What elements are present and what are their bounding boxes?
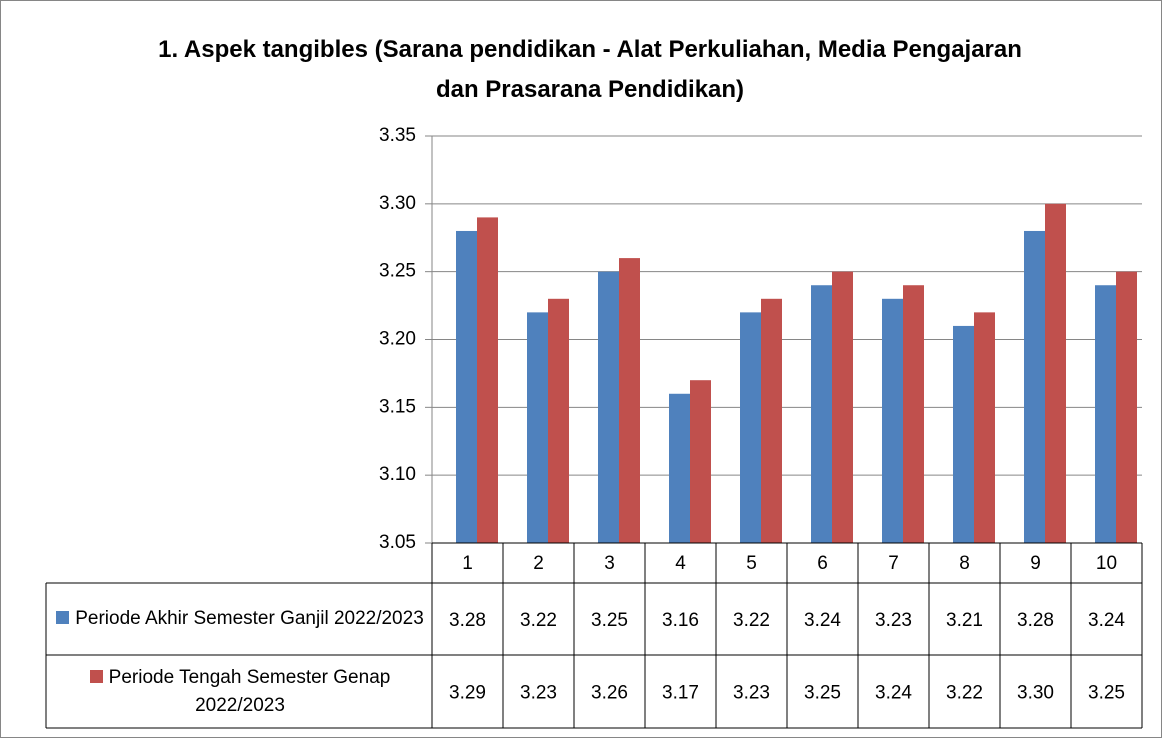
table-value: 3.23 xyxy=(875,610,912,631)
table-value: 3.23 xyxy=(520,683,557,704)
bar xyxy=(527,312,548,543)
table-value: 3.24 xyxy=(875,683,912,704)
y-tick-label: 3.35 xyxy=(379,125,416,146)
x-tick-label: 3 xyxy=(604,553,615,574)
legend-swatch xyxy=(56,611,70,624)
x-tick-label: 7 xyxy=(888,553,899,574)
x-tick-label: 6 xyxy=(817,553,828,574)
x-tick-label: 8 xyxy=(959,553,970,574)
bar xyxy=(953,325,974,543)
x-tick-label: 1 xyxy=(462,553,473,574)
bar xyxy=(456,230,477,543)
bar xyxy=(669,393,690,543)
bar xyxy=(740,312,761,543)
table-value: 3.29 xyxy=(449,683,486,704)
bar xyxy=(690,380,711,543)
y-tick-label: 3.20 xyxy=(379,329,416,350)
table-value: 3.25 xyxy=(591,610,628,631)
x-tick-label: 4 xyxy=(675,553,686,574)
bar xyxy=(1045,203,1066,544)
table-value: 3.17 xyxy=(662,683,699,704)
bar xyxy=(974,312,995,543)
table-value: 3.24 xyxy=(804,610,841,631)
table-value: 3.21 xyxy=(946,610,983,631)
table-value: 3.22 xyxy=(733,610,770,631)
y-tick-label: 3.30 xyxy=(379,193,416,214)
table-value: 3.28 xyxy=(1017,610,1054,631)
legend-entry: Periode Akhir Semester Ganjil 2022/2023 xyxy=(50,583,430,655)
bar xyxy=(477,217,498,543)
y-tick-label: 3.10 xyxy=(379,464,416,485)
y-tick-label: 3.05 xyxy=(379,532,416,553)
chart-title: 1. Aspek tangibles (Sarana pendidikan - … xyxy=(158,36,1022,103)
table-value: 3.26 xyxy=(591,683,628,704)
bar xyxy=(1095,285,1116,543)
legend-entry: Periode Tengah Semester Genap 2022/2023 xyxy=(50,655,430,728)
bar xyxy=(832,271,853,543)
y-tick-label: 3.15 xyxy=(379,396,416,417)
bar xyxy=(1116,271,1137,543)
bar xyxy=(882,298,903,543)
table-value: 3.22 xyxy=(520,610,557,631)
x-tick-label: 9 xyxy=(1030,553,1041,574)
table-value: 3.16 xyxy=(662,610,699,631)
table-value: 3.24 xyxy=(1088,610,1125,631)
x-tick-label: 2 xyxy=(533,553,544,574)
table-value: 3.25 xyxy=(1088,683,1125,704)
bar xyxy=(619,258,640,543)
legend-box: Periode Tengah Semester Genap 2022/2023 xyxy=(50,664,430,720)
legend-label: Periode Akhir Semester Ganjil 2022/2023 xyxy=(75,608,424,629)
x-tick-label: 5 xyxy=(746,553,757,574)
legend-label: Periode Tengah Semester Genap 2022/2023 xyxy=(108,666,391,716)
table-value: 3.23 xyxy=(733,683,770,704)
bar xyxy=(761,298,782,543)
x-tick-label: 10 xyxy=(1096,553,1117,574)
bar xyxy=(1024,230,1045,543)
legend-box: Periode Akhir Semester Ganjil 2022/2023 xyxy=(56,605,424,633)
table-value: 3.28 xyxy=(449,610,486,631)
table-value: 3.30 xyxy=(1017,683,1054,704)
bar xyxy=(598,271,619,543)
bar xyxy=(548,298,569,543)
bar xyxy=(903,285,924,543)
bar xyxy=(811,285,832,543)
table-value: 3.25 xyxy=(804,683,841,704)
legend-swatch xyxy=(89,669,103,683)
y-tick-label: 3.25 xyxy=(379,261,416,282)
table-value: 3.22 xyxy=(946,683,983,704)
